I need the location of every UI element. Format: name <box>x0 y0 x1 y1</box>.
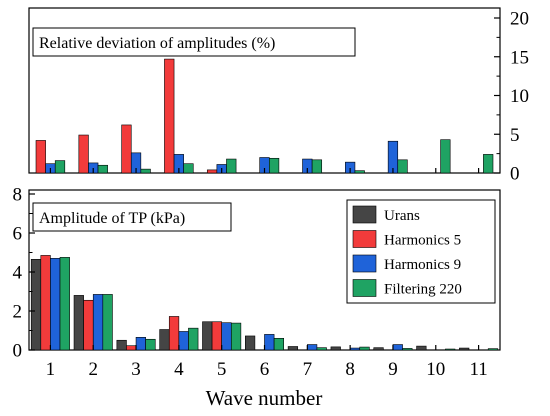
bar-harmonics-5-wave-1 <box>40 255 51 351</box>
bar-harmonics-9-wave-9 <box>392 344 403 351</box>
bar-filtering-220-wave-3 <box>145 338 156 351</box>
bar-urans-wave-10 <box>416 345 427 351</box>
bar-harmonics-9-wave-5 <box>221 322 232 351</box>
x-tick-label: 1 <box>46 359 56 380</box>
bar-harmonics-5-wave-3 <box>121 124 132 174</box>
bar-filtering-220-wave-2 <box>97 164 108 174</box>
bar-harmonics-5-wave-3 <box>126 345 137 351</box>
bar-filtering-220-wave-11 <box>483 154 494 174</box>
legend-swatch-harmonics-5 <box>352 230 377 248</box>
bar-urans-wave-4 <box>159 329 170 351</box>
top-bars <box>35 58 494 174</box>
bar-filtering-220-wave-4 <box>188 327 199 351</box>
bar-harmonics-5-wave-1 <box>35 140 46 174</box>
top-panel-title: Relative deviation of amplitudes (%) <box>39 35 275 52</box>
bar-filtering-220-wave-3 <box>140 168 151 174</box>
bar-harmonics-9-wave-1 <box>50 258 61 351</box>
bar-harmonics-9-wave-4 <box>178 331 189 351</box>
bar-filtering-220-wave-8 <box>354 170 365 174</box>
legend-label-harmonics-5: Harmonics 5 <box>384 233 461 249</box>
x-axis-label: Wave number <box>206 386 323 410</box>
x-tick-label: 11 <box>469 359 487 380</box>
top-x-ticks <box>49 168 480 173</box>
x-tick-label: 3 <box>131 359 141 380</box>
y-tick-label: 20 <box>510 9 529 30</box>
bar-harmonics-9-wave-7 <box>307 344 318 351</box>
y-tick-label: 15 <box>510 47 529 68</box>
x-tick-label: 4 <box>174 359 184 380</box>
bar-harmonics-5-wave-5 <box>206 169 218 174</box>
y-tick-label: 8 <box>13 185 23 206</box>
bottom-panel: 0 2 4 6 8 1 2 3 4 5 6 7 8 9 10 11 Amplitude of TP (kPa… <box>13 185 501 410</box>
x-tick-label: 9 <box>388 359 398 380</box>
bar-harmonics-9-wave-2 <box>92 294 104 351</box>
bar-filtering-220-wave-1 <box>59 257 70 351</box>
legend-swatch-harmonics-9 <box>352 254 377 273</box>
bar-filtering-220-wave-10 <box>440 139 451 174</box>
bar-filtering-220-wave-11 <box>487 348 499 351</box>
bar-urans-wave-1 <box>30 259 42 351</box>
bar-filtering-220-wave-2 <box>102 294 113 351</box>
bottom-panel-title: Amplitude of TP (kPa) <box>39 210 185 227</box>
bar-filtering-220-wave-7 <box>311 159 323 174</box>
bar-urans-wave-3 <box>116 339 127 351</box>
bar-filtering-220-wave-7 <box>316 347 327 351</box>
bar-harmonics-5-wave-4 <box>168 316 180 351</box>
bar-urans-wave-7 <box>287 346 299 351</box>
bar-harmonics-5-wave-4 <box>164 58 175 174</box>
bar-filtering-220-wave-5 <box>230 322 242 351</box>
bar-urans-wave-9 <box>373 347 384 351</box>
bar-harmonics-9-wave-6 <box>264 334 275 351</box>
bar-urans-wave-11 <box>459 347 470 351</box>
y-tick-label: 5 <box>510 125 520 146</box>
bottom-bars <box>30 255 499 351</box>
x-tick-label: 8 <box>345 359 355 380</box>
x-tick-label: 10 <box>426 359 445 380</box>
bottom-x-axis: 1 2 3 4 5 6 7 8 9 10 11 <box>46 345 488 380</box>
bar-urans-wave-5 <box>202 321 213 351</box>
y-tick-label: 10 <box>510 86 529 107</box>
x-tick-label: 7 <box>303 359 313 380</box>
bar-harmonics-9-wave-8 <box>349 347 361 351</box>
bar-filtering-220-wave-4 <box>183 163 194 174</box>
y-tick-label: 0 <box>510 164 520 185</box>
y-tick-label: 0 <box>13 341 23 362</box>
bar-filtering-220-wave-8 <box>359 346 370 351</box>
bar-harmonics-5-wave-2 <box>83 299 94 351</box>
x-tick-label: 6 <box>260 359 270 380</box>
legend-label-harmonics-9: Harmonics 9 <box>384 257 461 273</box>
bar-filtering-220-wave-1 <box>54 160 66 174</box>
top-panel: 0 5 10 15 20 Relative deviation of amplitude… <box>28 7 529 185</box>
bar-urans-wave-8 <box>330 346 341 351</box>
bottom-y-axis: 0 2 4 6 8 <box>13 185 35 362</box>
bar-urans-wave-2 <box>73 295 84 351</box>
bottom-title-box <box>32 202 232 232</box>
bar-filtering-220-wave-6 <box>268 157 280 174</box>
top-y-axis: 0 5 10 15 20 <box>494 9 529 185</box>
y-tick-label: 6 <box>13 224 23 245</box>
y-tick-label: 2 <box>13 302 23 323</box>
legend-label-urans: Urans <box>384 208 420 224</box>
bar-harmonics-5-wave-5 <box>211 321 222 351</box>
bar-filtering-220-wave-10 <box>445 348 456 351</box>
x-tick-label: 5 <box>217 359 227 380</box>
legend: Urans Harmonics 5 Harmonics 9 Filtering 220 <box>346 199 496 304</box>
y-tick-label: 4 <box>13 263 23 284</box>
top-title-box <box>32 27 356 57</box>
legend-swatch-filtering-220 <box>352 279 377 297</box>
legend-label-filtering-220: Filtering 220 <box>384 282 462 298</box>
legend-swatch-urans <box>352 205 377 224</box>
x-tick-label: 2 <box>88 359 98 380</box>
bar-filtering-220-wave-9 <box>402 348 413 351</box>
bar-filtering-220-wave-9 <box>397 159 408 174</box>
bar-urans-wave-6 <box>245 335 256 351</box>
bar-harmonics-9-wave-3 <box>135 337 146 351</box>
bar-filtering-220-wave-5 <box>226 158 237 174</box>
bar-filtering-220-wave-6 <box>273 337 285 351</box>
bar-harmonics-5-wave-2 <box>78 134 89 174</box>
